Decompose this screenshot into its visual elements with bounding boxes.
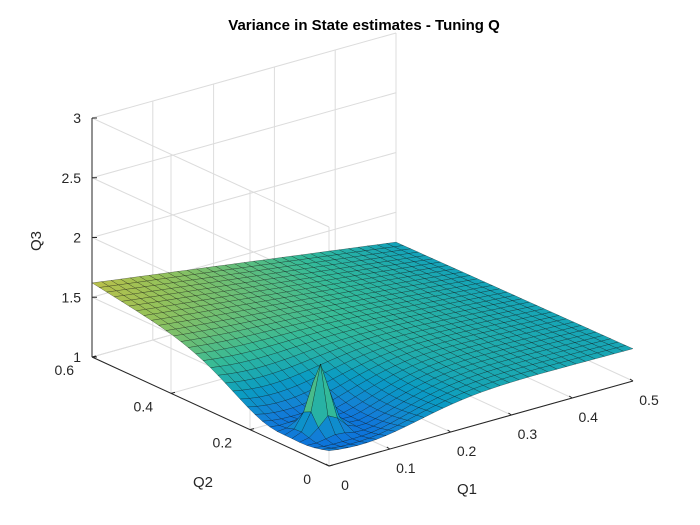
surface-mesh [91,241,634,451]
y-tick-label: 0.4 [134,398,154,414]
z-tick-label: 2 [73,230,81,246]
tick-labels: 0 0.1 0.2 0.3 0.4 0.5 0 0.2 0.4 0.61 1.5 2 2.5 3 [55,110,659,493]
y-tick-mark [328,464,334,467]
z-tick-label: 2.5 [62,170,82,186]
y-tick-label: 0 [303,471,311,487]
y-axis-label: Q2 [193,474,213,491]
y-axis-line [91,356,330,467]
x-tick-mark [629,378,634,382]
z-tick-label: 1 [73,349,81,365]
surface-patch [321,448,339,451]
x-axis-label: Q1 [457,481,477,498]
y-tick-mark [170,391,176,394]
x-tick-mark [325,463,330,467]
chart-title: Variance in State estimates - Tuning Q [228,17,500,34]
grid-line [91,92,397,179]
y-tick-mark [249,428,255,431]
x-tick-mark [508,412,512,416]
x-tick-label: 0.2 [457,443,477,459]
x-tick-mark [386,446,391,450]
axes [91,117,634,467]
x-tick-label: 0.1 [396,460,416,476]
x-axis-line [328,380,634,467]
x-tick-label: 0.3 [518,426,538,442]
z-tick-label: 3 [73,110,81,126]
x-tick-label: 0 [341,477,349,493]
grid-line [91,32,397,119]
x-tick-mark [447,429,451,433]
x-tick-mark [568,395,573,399]
z-axis-label: Q3 [28,231,45,251]
y-tick-label: 0.6 [55,362,75,378]
y-tick-label: 0.2 [213,435,233,451]
x-tick-label: 0.5 [639,392,659,408]
x-tick-label: 0.4 [578,409,598,425]
z-tick-label: 1.5 [62,289,82,305]
grid-line [91,117,330,228]
grid-line [91,152,397,238]
